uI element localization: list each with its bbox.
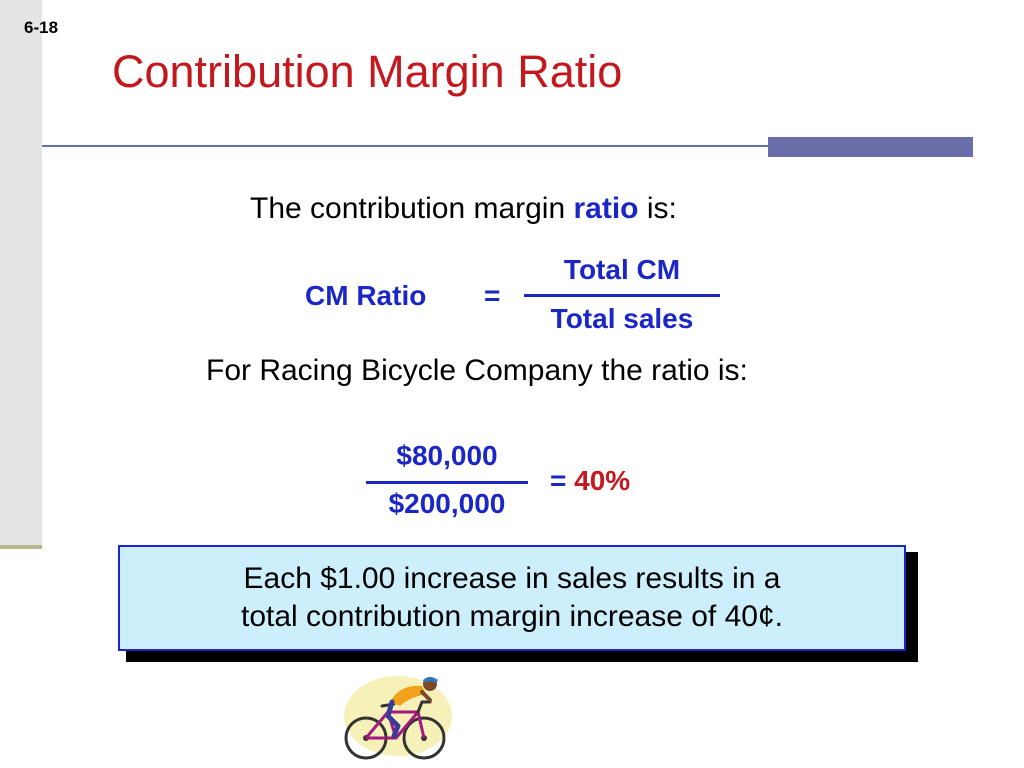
title-rule-block [768, 137, 973, 157]
calc-equals: = [550, 465, 575, 496]
slide-number: 6-18 [24, 18, 59, 37]
calc-result: = 40% [550, 465, 630, 497]
calc-denominator: $200,000 [388, 488, 506, 519]
side-bar [0, 0, 42, 548]
formula-numerator: Total CM [563, 254, 681, 285]
calc-fraction-bar [366, 481, 528, 484]
callout-line-1: Each $1.00 increase in sales results in … [243, 561, 781, 595]
callout-box: Each $1.00 increase in sales results in … [118, 545, 906, 651]
calc-result-value: 40% [574, 465, 631, 496]
intro-text: The contribution margin ratio is: [250, 192, 677, 226]
cyclist-icon [344, 676, 452, 760]
formula-denominator: Total sales [550, 303, 694, 334]
formula-label: CM Ratio [305, 280, 427, 311]
callout-line-2: total contribution margin increase of 40… [241, 600, 783, 633]
intro-text-before: The contribution margin [250, 192, 574, 225]
formula-fraction-bar [524, 294, 720, 297]
intro-highlight: ratio [573, 192, 639, 225]
side-bar-edge [0, 545, 42, 549]
company-line: For Racing Bicycle Company the ratio is: [206, 354, 748, 387]
slide-title: Contribution Margin Ratio [112, 46, 623, 97]
title-rule-line [42, 145, 772, 147]
formula-equals: = [484, 280, 501, 311]
calc-numerator: $80,000 [396, 440, 498, 471]
intro-text-after: is: [638, 192, 677, 225]
